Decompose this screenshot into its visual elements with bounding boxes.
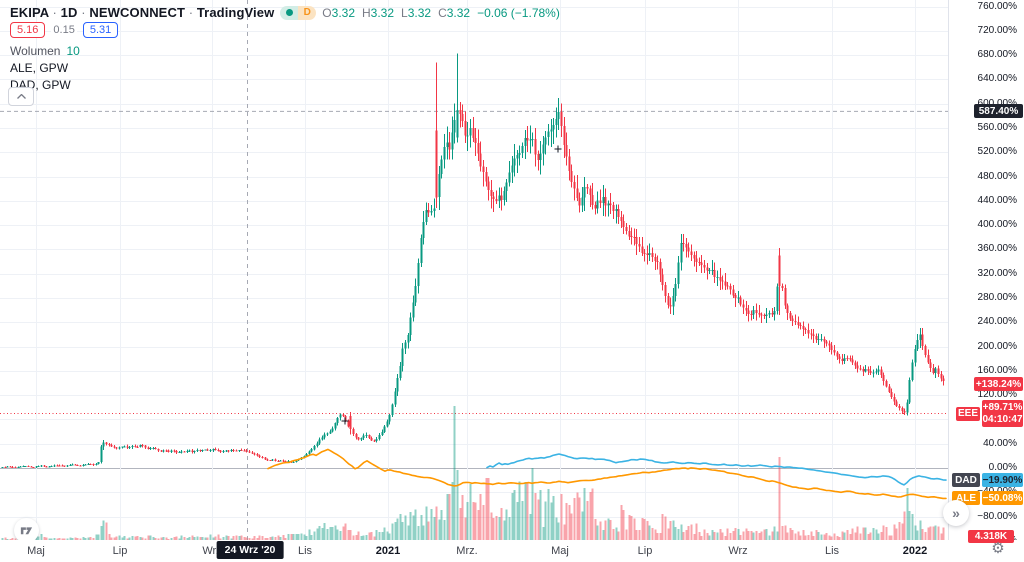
separator-dot: ·	[81, 5, 86, 20]
last-price-badge: +138.24%	[974, 377, 1023, 392]
symbol-name: EKIPA	[10, 5, 49, 20]
legend-item-volume[interactable]: Wolumen 10	[10, 42, 80, 59]
spread-value: 0.15	[51, 22, 77, 38]
close-label: C	[438, 5, 447, 20]
scroll-right-button[interactable]: »	[943, 500, 969, 526]
separator-dot: ·	[52, 5, 57, 20]
alert-symbol-badge-eee: EEE	[956, 406, 980, 421]
interval-badge: D	[303, 6, 311, 18]
price-tick: 240.00%	[977, 316, 1017, 328]
price-tick: 280.00%	[977, 292, 1017, 303]
price-tick: 400.00%	[977, 219, 1017, 231]
market-status-dot-icon	[285, 9, 293, 16]
volume-axis-badge: 4.318K	[968, 530, 1014, 543]
price-tick: 640.00%	[977, 73, 1017, 85]
time-label-month: Lip	[637, 545, 653, 557]
price-tick: 160.00%	[977, 364, 1017, 376]
time-label-month: Maj	[27, 545, 45, 557]
compare-line-dad	[486, 453, 947, 486]
compare-value-badge-ale: −50.08%	[982, 491, 1023, 506]
low-label: L	[401, 5, 408, 20]
time-axis[interactable]: 24 Wrz '20 Maj Lip Wrz Lis 2021 Mrz. Maj Lip Wrz…	[0, 540, 1024, 562]
price-tick: 360.00%	[977, 243, 1017, 255]
brand-name: TradingView	[196, 5, 275, 20]
sell-button[interactable]: 5.16	[10, 22, 46, 38]
high-value: 3.32	[370, 5, 395, 20]
symbol-title[interactable]: EKIPA · 1D · NEWCONNECT · TradingView	[10, 5, 274, 20]
compare-symbol-badge-dad: DAD	[952, 473, 980, 488]
time-label-month: Maj	[551, 545, 569, 557]
change-value: −0.06 (−1.78%)	[477, 5, 560, 20]
volume-bars	[1, 406, 945, 540]
close-value: 3.32	[446, 5, 471, 20]
volume-label: Wolumen	[10, 43, 61, 58]
price-tick: 320.00%	[977, 267, 1017, 279]
time-label-year: 2022	[902, 545, 928, 557]
settings-gear-button[interactable]: ⚙	[988, 538, 1008, 558]
candles	[1, 53, 945, 469]
price-tick: 680.00%	[977, 49, 1017, 61]
alert-change-value: +89.71%	[982, 401, 1023, 413]
price-tick: 440.00%	[977, 194, 1017, 206]
time-label-year: 2021	[375, 545, 401, 557]
volume-axis-value: 4.318K	[974, 531, 1008, 542]
price-tick: 560.00%	[977, 122, 1017, 134]
time-label-month: Lis	[297, 545, 313, 557]
alert-countdown-timer: 04:10:47	[982, 413, 1023, 425]
price-tick: 40.00%	[983, 437, 1017, 449]
alert-value-badge-eee: +89.71% 04:10:47	[982, 400, 1023, 428]
time-label-month: Mrz.	[456, 545, 478, 557]
high-label: H	[362, 5, 371, 20]
separator-dot: ·	[188, 5, 194, 20]
price-tick: 120.00%	[977, 389, 1017, 401]
price-tick: −80.00%	[977, 510, 1017, 522]
market-status-interval-pill[interactable]: D	[280, 5, 317, 20]
symbol-exchange: NEWCONNECT	[89, 5, 185, 20]
price-axis[interactable]: 760.00% 720.00% 680.00% 640.00% 600.00% 560.0…	[948, 0, 1024, 546]
indicator-legend: Wolumen 10 ALE, GPW DAD, GPW	[10, 42, 80, 93]
low-value: 3.32	[407, 5, 432, 20]
ohlc-readout: O3.32 H3.32 L3.32 C3.32 −0.06 (−1.78%)	[322, 6, 560, 20]
price-tick: 760.00%	[977, 0, 1017, 12]
open-value: 3.32	[331, 5, 355, 20]
legend-collapse-button[interactable]	[8, 87, 34, 106]
quote-row: 5.16 0.15 5.31	[10, 22, 119, 38]
crosshair-date-badge: 24 Wrz '20	[216, 541, 284, 559]
tradingview-logo-icon	[20, 527, 33, 535]
compare-symbol-ale: ALE, GPW	[10, 60, 69, 75]
tradingview-logo-button[interactable]	[14, 518, 39, 543]
compare-value-badge-dad: −19.90%	[982, 473, 1023, 488]
price-tick: 480.00%	[977, 170, 1017, 182]
time-label-month: Lip	[112, 545, 128, 557]
price-tick: 600.00%	[977, 97, 1017, 109]
symbol-interval: 1D	[60, 5, 78, 20]
volume-value: 10	[66, 43, 80, 58]
price-tick: 520.00%	[977, 146, 1017, 158]
time-label-month: Lis	[824, 545, 840, 557]
price-tick: 0.00%	[988, 462, 1017, 473]
legend-item-ale[interactable]: ALE, GPW	[10, 59, 80, 76]
chevron-up-icon	[16, 94, 26, 99]
gear-icon: ⚙	[991, 540, 1005, 557]
open-label: O	[322, 5, 332, 20]
time-label-month: Wrz	[728, 545, 748, 557]
chevrons-right-icon: »	[952, 505, 960, 521]
price-tick: 200.00%	[977, 340, 1017, 352]
buy-button[interactable]: 5.31	[82, 22, 119, 38]
compare-line-ale	[267, 448, 947, 500]
crosshair-date-text: 24 Wrz '20	[224, 544, 276, 556]
price-tick: 720.00%	[977, 24, 1017, 36]
alert-price-badge: 587.40%	[974, 104, 1023, 119]
